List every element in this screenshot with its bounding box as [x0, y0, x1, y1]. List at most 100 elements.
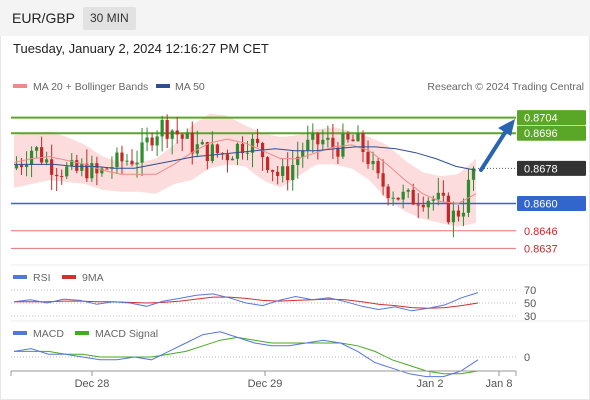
macd-signal-line	[14, 336, 479, 375]
price-label-pivot: 0.8660	[524, 198, 558, 210]
candle-bearish	[386, 186, 390, 198]
candle-bearish	[240, 143, 245, 154]
candle-bearish	[316, 133, 320, 145]
candle-bullish	[235, 143, 240, 159]
candle-bearish	[331, 137, 335, 148]
projection-arrow	[479, 119, 515, 172]
bollinger-band-area	[14, 113, 476, 227]
candle-bullish	[90, 163, 94, 179]
candle-bearish	[85, 163, 89, 179]
candle-bearish	[271, 170, 275, 172]
projection-arrow-shaft	[479, 126, 510, 172]
candle-bullish	[115, 152, 119, 168]
candle-bearish	[441, 192, 445, 196]
header-bar: EUR/GBP 30 MIN	[0, 0, 590, 36]
candle-bullish	[65, 166, 69, 177]
candle-bullish	[341, 133, 345, 157]
price-label-s1: 0.8646	[524, 226, 558, 238]
candle-bullish	[426, 200, 430, 208]
candle-bearish	[376, 161, 380, 174]
rsi-ma-line	[14, 296, 479, 309]
candle-bullish	[29, 150, 34, 165]
candle-bullish	[210, 144, 214, 162]
candle-bullish	[296, 156, 300, 165]
candle-bullish	[230, 158, 235, 161]
candle-bearish	[120, 152, 124, 162]
projection-arrow-head	[498, 119, 515, 136]
candle-bearish	[265, 157, 270, 171]
legend-swatch-ma50	[156, 84, 170, 88]
candle-bullish	[160, 119, 164, 137]
macd-tick-0: 0	[524, 352, 530, 364]
legend-macd-signal: MACD Signal	[95, 328, 158, 340]
moving-averages	[13, 138, 477, 205]
datetime-label: Tuesday, January 2, 2024 12:16:27 PM CET	[13, 41, 269, 56]
legend-swatch-bollinger	[13, 84, 27, 88]
candle-bearish	[55, 174, 59, 177]
price-label-current: 0.8678	[524, 163, 558, 175]
candle-bearish	[255, 138, 260, 143]
candle-bearish	[421, 204, 425, 208]
legend-bollinger: MA 20 + Bollinger Bands	[33, 81, 148, 93]
rsi-line	[13, 292, 479, 312]
legend-rsi: RSI	[33, 272, 51, 284]
candle-bearish	[346, 133, 350, 140]
candle-bearish	[366, 152, 370, 165]
candle-bullish	[140, 142, 144, 163]
rsi-tick-70: 70	[524, 285, 536, 297]
candle-bullish	[135, 162, 139, 165]
candle-bullish	[311, 133, 315, 140]
candle-bearish	[165, 119, 169, 139]
x-axis: Dec 28 Dec 29 Jan 2 Jan 8	[10, 371, 517, 390]
candle-bullish	[321, 139, 325, 145]
candle-bearish	[411, 189, 415, 205]
candle-bullish	[80, 163, 84, 171]
candle-bearish	[446, 195, 450, 223]
candle-bearish	[381, 173, 385, 187]
candle-bearish	[416, 204, 420, 206]
candle-bearish	[286, 166, 290, 181]
candle-bearish	[276, 171, 280, 176]
key-levels	[11, 116, 516, 249]
candle-bullish	[466, 179, 471, 213]
candle-bullish	[431, 199, 435, 201]
candle-bearish	[60, 176, 64, 178]
price-label-current-bg	[517, 160, 586, 176]
candle-bullish	[100, 168, 104, 174]
candle-bullish	[24, 164, 29, 168]
candle-bearish	[130, 160, 134, 165]
rsi-tick-50: 50	[524, 298, 536, 310]
legend-macd: MACD	[33, 328, 64, 340]
candle-bearish	[351, 139, 355, 142]
candle-bearish	[150, 137, 154, 146]
x-tick-label: Jan 2	[417, 378, 444, 390]
bollinger-bands	[14, 113, 476, 227]
candle-bullish	[436, 192, 440, 200]
candle-bullish	[14, 164, 19, 169]
price-labels: 0.8704 0.8696 0.8678 0.8660 0.8646 0.8637	[517, 110, 586, 255]
candle-bearish	[105, 168, 109, 170]
legend-swatch-rsi-ma	[62, 275, 76, 279]
candle-bullish	[371, 161, 375, 165]
legend-swatch-macd	[13, 331, 27, 335]
candle-bullish	[245, 152, 250, 154]
candle-bullish	[185, 132, 189, 139]
price-label-r1-bg	[517, 125, 586, 141]
candle-bullish	[70, 160, 74, 167]
legend-swatch-macd-signal	[75, 331, 89, 335]
candle-bullish	[471, 168, 476, 180]
candle-bearish	[40, 147, 44, 163]
macd-panel: 0	[11, 331, 530, 378]
candle-bullish	[200, 142, 204, 145]
credit-label: Research © 2024 Trading Central	[427, 81, 584, 93]
candle-bearish	[175, 130, 179, 135]
candle-bullish	[170, 130, 174, 139]
price-label-s2: 0.8637	[524, 243, 558, 255]
candle-bullish	[155, 136, 159, 146]
timeframe-badge[interactable]: 30 MIN	[83, 7, 136, 30]
candle-bullish	[34, 147, 39, 151]
candle-bearish	[225, 154, 230, 161]
rsi-tick-30: 30	[524, 311, 536, 323]
